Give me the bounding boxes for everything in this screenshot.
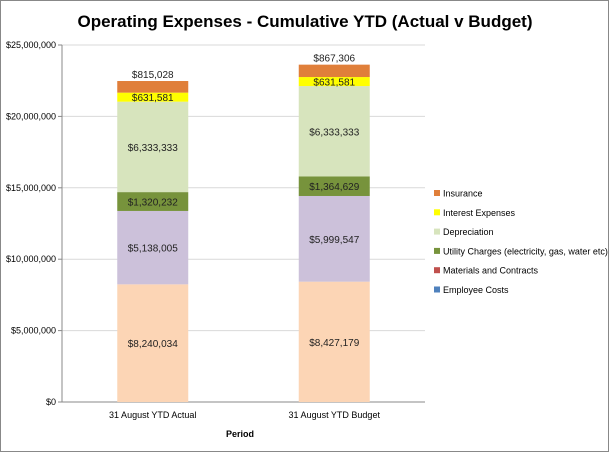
legend-entry: Utility Charges (electricity, gas, water… <box>443 246 608 256</box>
legend-entry: Interest Expenses <box>443 208 516 218</box>
bar-segment <box>298 64 370 78</box>
y-tick-label: $25,000,000 <box>6 40 56 50</box>
bar-segment <box>298 195 370 282</box>
x-tick-label: 31 August YTD Actual <box>109 410 196 420</box>
legend-entry: Depreciation <box>443 227 494 237</box>
bar-segment <box>117 192 189 211</box>
y-tick-label: $5,000,000 <box>11 326 56 336</box>
legend-swatch <box>434 247 440 254</box>
data-label: $631,581 <box>132 93 174 104</box>
data-label: $1,320,232 <box>128 198 178 209</box>
y-tick-label: $10,000,000 <box>6 254 56 264</box>
x-tick-label: 31 August YTD Budget <box>289 410 381 420</box>
data-label: $815,028 <box>132 70 174 81</box>
legend-entry: Materials and Contracts <box>443 266 539 276</box>
data-label: $631,581 <box>313 78 355 89</box>
legend-swatch <box>434 190 440 196</box>
legend-entry: Insurance <box>443 189 483 199</box>
bar-segment <box>117 92 189 102</box>
y-tick-label: $20,000,000 <box>6 111 56 121</box>
y-tick-label: $0 <box>46 397 56 407</box>
legend-swatch <box>434 267 440 274</box>
legend-entry: Employee Costs <box>443 285 509 295</box>
bar-segment <box>298 281 370 402</box>
legend-swatch <box>434 228 440 235</box>
data-label: $5,999,547 <box>309 235 359 246</box>
bar-segment <box>298 86 370 177</box>
data-label: $8,240,034 <box>128 339 178 350</box>
chart-title: Operating Expenses - Cumulative YTD (Act… <box>78 12 533 31</box>
bar-segment <box>298 176 370 196</box>
y-tick-label: $15,000,000 <box>6 183 56 193</box>
bar-segment <box>117 210 189 285</box>
data-label: $5,138,005 <box>128 244 178 255</box>
legend-swatch <box>434 286 440 293</box>
data-label: $6,333,333 <box>309 127 359 138</box>
bar-segment <box>117 81 189 93</box>
legend-swatch <box>434 209 440 216</box>
data-label: $6,333,333 <box>128 143 178 154</box>
data-label: $867,306 <box>313 54 355 65</box>
data-label: $1,364,629 <box>309 182 359 193</box>
bar-segment <box>298 77 370 87</box>
data-label: $8,427,179 <box>309 338 359 349</box>
bar-segment <box>117 284 189 402</box>
bar-segment <box>117 101 189 193</box>
x-axis-label: Period <box>226 429 254 439</box>
